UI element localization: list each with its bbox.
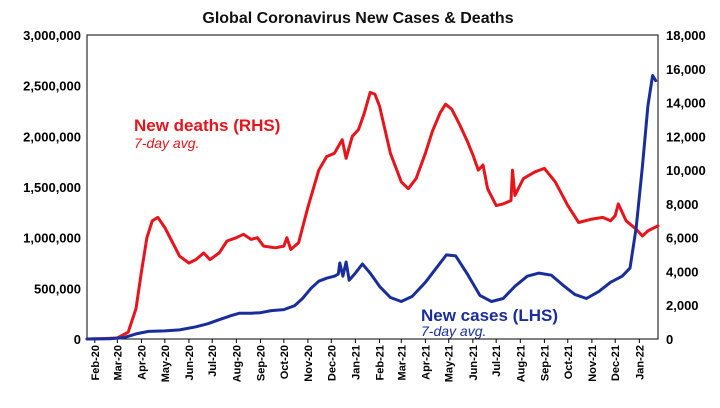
x-tick-label: Sep-20 <box>255 345 267 381</box>
cases-series-line <box>85 74 658 341</box>
x-tick-label: Feb-20 <box>90 345 102 380</box>
deaths-series-label: New deaths (RHS) <box>134 116 280 135</box>
x-tick-label: Dec-20 <box>326 345 338 381</box>
left-tick-label: 1,000,000 <box>23 231 81 246</box>
cases-series-sublabel: 7-day avg. <box>421 323 486 339</box>
x-tick-label: Apr-20 <box>136 345 148 380</box>
x-tick-label: Jan-22 <box>634 345 646 380</box>
x-tick-label: Jul-21 <box>491 345 503 377</box>
x-tick-label: Jun-21 <box>468 345 480 380</box>
x-tick-label: Nov-20 <box>303 345 315 382</box>
right-tick-label: 12,000 <box>666 129 706 144</box>
plot-frame <box>86 34 659 340</box>
x-tick-label: May-20 <box>160 345 172 382</box>
x-tick-label: Mar-21 <box>396 345 408 380</box>
right-tick-label: 14,000 <box>666 96 706 111</box>
x-tick-label: Oct-20 <box>279 345 291 379</box>
left-tick-label: 1,500,000 <box>23 180 81 195</box>
right-tick-label: 2,000 <box>666 298 699 313</box>
x-axis: Feb-20 Mar-20 Apr-20 May-20 Jun-20 Jul-20 Aug-… <box>90 339 646 382</box>
right-tick-label: 18,000 <box>666 28 706 43</box>
x-tick-label: Sep-21 <box>539 345 551 381</box>
x-tick-label: Nov-21 <box>587 345 599 382</box>
x-tick-label: Mar-20 <box>112 345 124 380</box>
x-tick-label: Dec-21 <box>610 345 622 381</box>
x-tick-label: Jun-20 <box>184 345 196 380</box>
cases-series-label: New cases (LHS) <box>421 306 558 325</box>
deaths-series-sublabel: 7-day avg. <box>134 135 199 151</box>
right-tick-label: 8,000 <box>666 197 699 212</box>
x-tick-label: Feb-21 <box>375 345 387 380</box>
x-tick-label: Oct-21 <box>563 345 575 379</box>
right-tick-label: 4,000 <box>666 264 699 279</box>
left-tick-label: 500,000 <box>34 281 81 296</box>
right-axis: 0 2,000 4,000 6,000 8,000 10,000 12,000 14,000 1… <box>666 28 706 347</box>
right-tick-label: 10,000 <box>666 163 706 178</box>
x-tick-label: Aug-21 <box>515 345 527 382</box>
right-tick-label: 6,000 <box>666 231 699 246</box>
right-tick-label: 16,000 <box>666 62 706 77</box>
left-tick-label: 3,000,000 <box>23 28 81 43</box>
right-tick-label: 0 <box>666 332 673 347</box>
x-tick-label: Aug-20 <box>231 345 243 382</box>
x-tick-label: May-21 <box>444 345 456 382</box>
left-axis: 0 500,000 1,000,000 1,500,000 2,000,000 2,500… <box>23 28 81 347</box>
x-tick-label: Jan-21 <box>350 345 362 380</box>
x-tick-label: Jul-20 <box>207 345 219 377</box>
series-layer <box>85 74 660 341</box>
chart-title: Global Coronavirus New Cases & Deaths <box>202 10 513 27</box>
left-tick-label: 2,000,000 <box>23 129 81 144</box>
x-tick-label: Apr-21 <box>420 345 432 380</box>
deaths-series-line <box>85 90 660 341</box>
left-tick-label: 2,500,000 <box>23 79 81 94</box>
left-tick-label: 0 <box>74 332 81 347</box>
